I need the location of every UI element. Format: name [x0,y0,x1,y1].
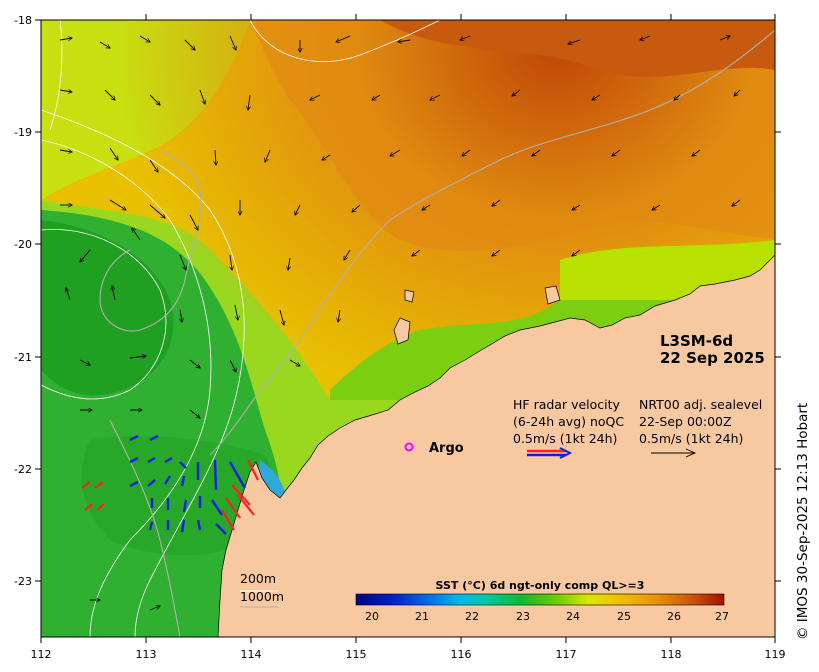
credit-stamp: © IMOS 30-Sep-2025 12:13 Hobart [795,402,811,640]
colorbar-title: SST (°C) 6d ngt-only comp QL>=3 [436,579,645,592]
sealevel-current-arrows [59,36,741,611]
sealevel-legend-line: NRT00 adj. sealevel [639,397,762,412]
colorbar-tick: 21 [415,610,429,623]
hf-legend-line: 0.5m/s (1kt 24h) [513,431,617,446]
x-tick-labels: 112 113 114 115 116 117 118 119 [31,648,786,661]
bathymetry-contours [99,29,775,637]
sealevel-legend-arrowhead [685,448,697,458]
hf-radar-red-arrows [81,459,259,531]
sealevel-legend-line: 22-Sep 00:00Z [639,414,732,429]
land [217,254,775,637]
hf-legend-arrowhead [559,447,573,459]
colorbar-tick: 23 [516,610,530,623]
isobath-lines [41,20,441,637]
argo-label: Argo [429,441,464,456]
colorbar-tick: 25 [617,610,631,623]
y-tick-label: -19 [14,126,32,139]
isobath-1000m-label: 1000m [240,589,284,604]
colorbar-tick: 24 [566,610,580,623]
hf-legend-line: HF radar velocity [513,397,621,412]
hf-legend-line: (6-24h avg) noQC [513,414,624,429]
x-tick-label: 114 [241,648,262,661]
x-tick-label: 112 [31,648,52,661]
x-tick-label: 118 [661,648,682,661]
x-tick-label: 115 [346,648,367,661]
y-tick-label: -21 [14,351,32,364]
y-tick-label: -20 [14,238,32,251]
isobath-200m-label: 200m [240,571,276,586]
x-tick-label: 113 [136,648,157,661]
y-tick-labels: -18 -19 -20 -21 -22 -23 [14,14,32,588]
hf-radar-blue-arrows [129,434,247,535]
colorbar-ticks: 20 21 22 23 24 25 26 27 [365,610,729,623]
colorbar-tick: 27 [715,610,729,623]
sealevel-legend-line: 0.5m/s (1kt 24h) [639,431,743,446]
plot-frame [40,19,776,638]
colorbar-tick: 22 [465,610,479,623]
axis-ticks [35,14,781,643]
y-tick-label: -22 [14,463,32,476]
x-tick-label: 116 [451,648,472,661]
map-title-product: L3SM-6d [660,332,733,350]
map-title-date: 22 Sep 2025 [660,349,765,367]
x-tick-label: 119 [765,648,786,661]
y-tick-label: -23 [14,575,32,588]
hf-radar-legend: HF radar velocity (6-24h avg) noQC 0.5m/… [513,397,624,459]
sealevel-legend: NRT00 adj. sealevel 22-Sep 00:00Z 0.5m/s… [639,397,762,458]
x-tick-label: 117 [556,648,577,661]
argo-marker [404,442,414,452]
colorbar-tick: 26 [667,610,681,623]
sst-field [41,20,775,637]
colorbar-tick: 20 [365,610,379,623]
y-tick-label: -18 [14,14,32,27]
colorbar [355,593,725,606]
